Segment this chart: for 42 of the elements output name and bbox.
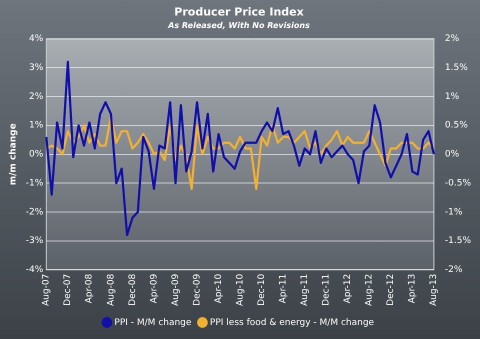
x-tick-label: Aug-08 (106, 273, 116, 306)
y2-tick-label: -0.5% (444, 178, 472, 188)
x-tick-label: Aug-07 (42, 274, 52, 306)
legend-label: PPI less food & energy - M/M change (210, 318, 375, 328)
y-axis-title: m/m change (8, 123, 19, 186)
x-tick-label: Apr-13 (408, 274, 418, 304)
chart-subtitle: As Released, With No Revisions (167, 21, 310, 30)
y2-tick-label: 1% (444, 92, 460, 102)
x-tick-label: Dec-12 (386, 274, 396, 306)
y2-tick-label: 1.5% (444, 63, 468, 74)
legend-label: PPI - M/M change (114, 318, 192, 328)
x-tick-label: Aug-11 (300, 274, 310, 306)
y2-tick-label: -1.5% (444, 236, 472, 246)
y2-tick-label: 0% (444, 150, 460, 160)
y-tick-label: -4% (26, 265, 44, 276)
y-tick-label: 2% (29, 92, 44, 102)
x-tick-label: Apr-12 (343, 274, 354, 304)
y2-tick-label: 2% (444, 34, 460, 44)
x-tick-label: Dec-10 (256, 273, 267, 306)
y-tick-label: -1% (26, 178, 44, 188)
x-tick-label: Apr-08 (84, 273, 95, 304)
chart-title: Producer Price Index (174, 5, 304, 18)
x-tick-label: Dec-11 (322, 274, 332, 306)
x-tick-label: Dec-09 (192, 273, 202, 306)
y-tick-label: 4% (29, 34, 44, 44)
x-tick-label: Apr-11 (278, 274, 289, 304)
y2-tick-label: -2% (444, 265, 463, 276)
x-tick-label: Aug-12 (364, 274, 375, 306)
y-tick-label: 0% (29, 150, 44, 160)
y-tick-label: -3% (26, 236, 44, 246)
y-tick-label: 1% (29, 120, 44, 131)
x-tick-label: Aug-10 (235, 273, 246, 306)
y2-tick-label: -1% (444, 207, 463, 218)
x-tick-label: Aug-13 (429, 274, 440, 306)
y-tick-label: 3% (29, 63, 44, 74)
y2-tick-label: 0.5% (444, 120, 468, 131)
x-tick-label: Dec-08 (128, 273, 138, 306)
x-tick-label: Dec-07 (63, 274, 74, 306)
x-tick-label: Aug-09 (170, 273, 181, 306)
x-tick-label: Apr-09 (149, 273, 160, 304)
y-tick-label: -2% (26, 207, 44, 218)
x-tick-label: Apr-10 (214, 273, 224, 304)
